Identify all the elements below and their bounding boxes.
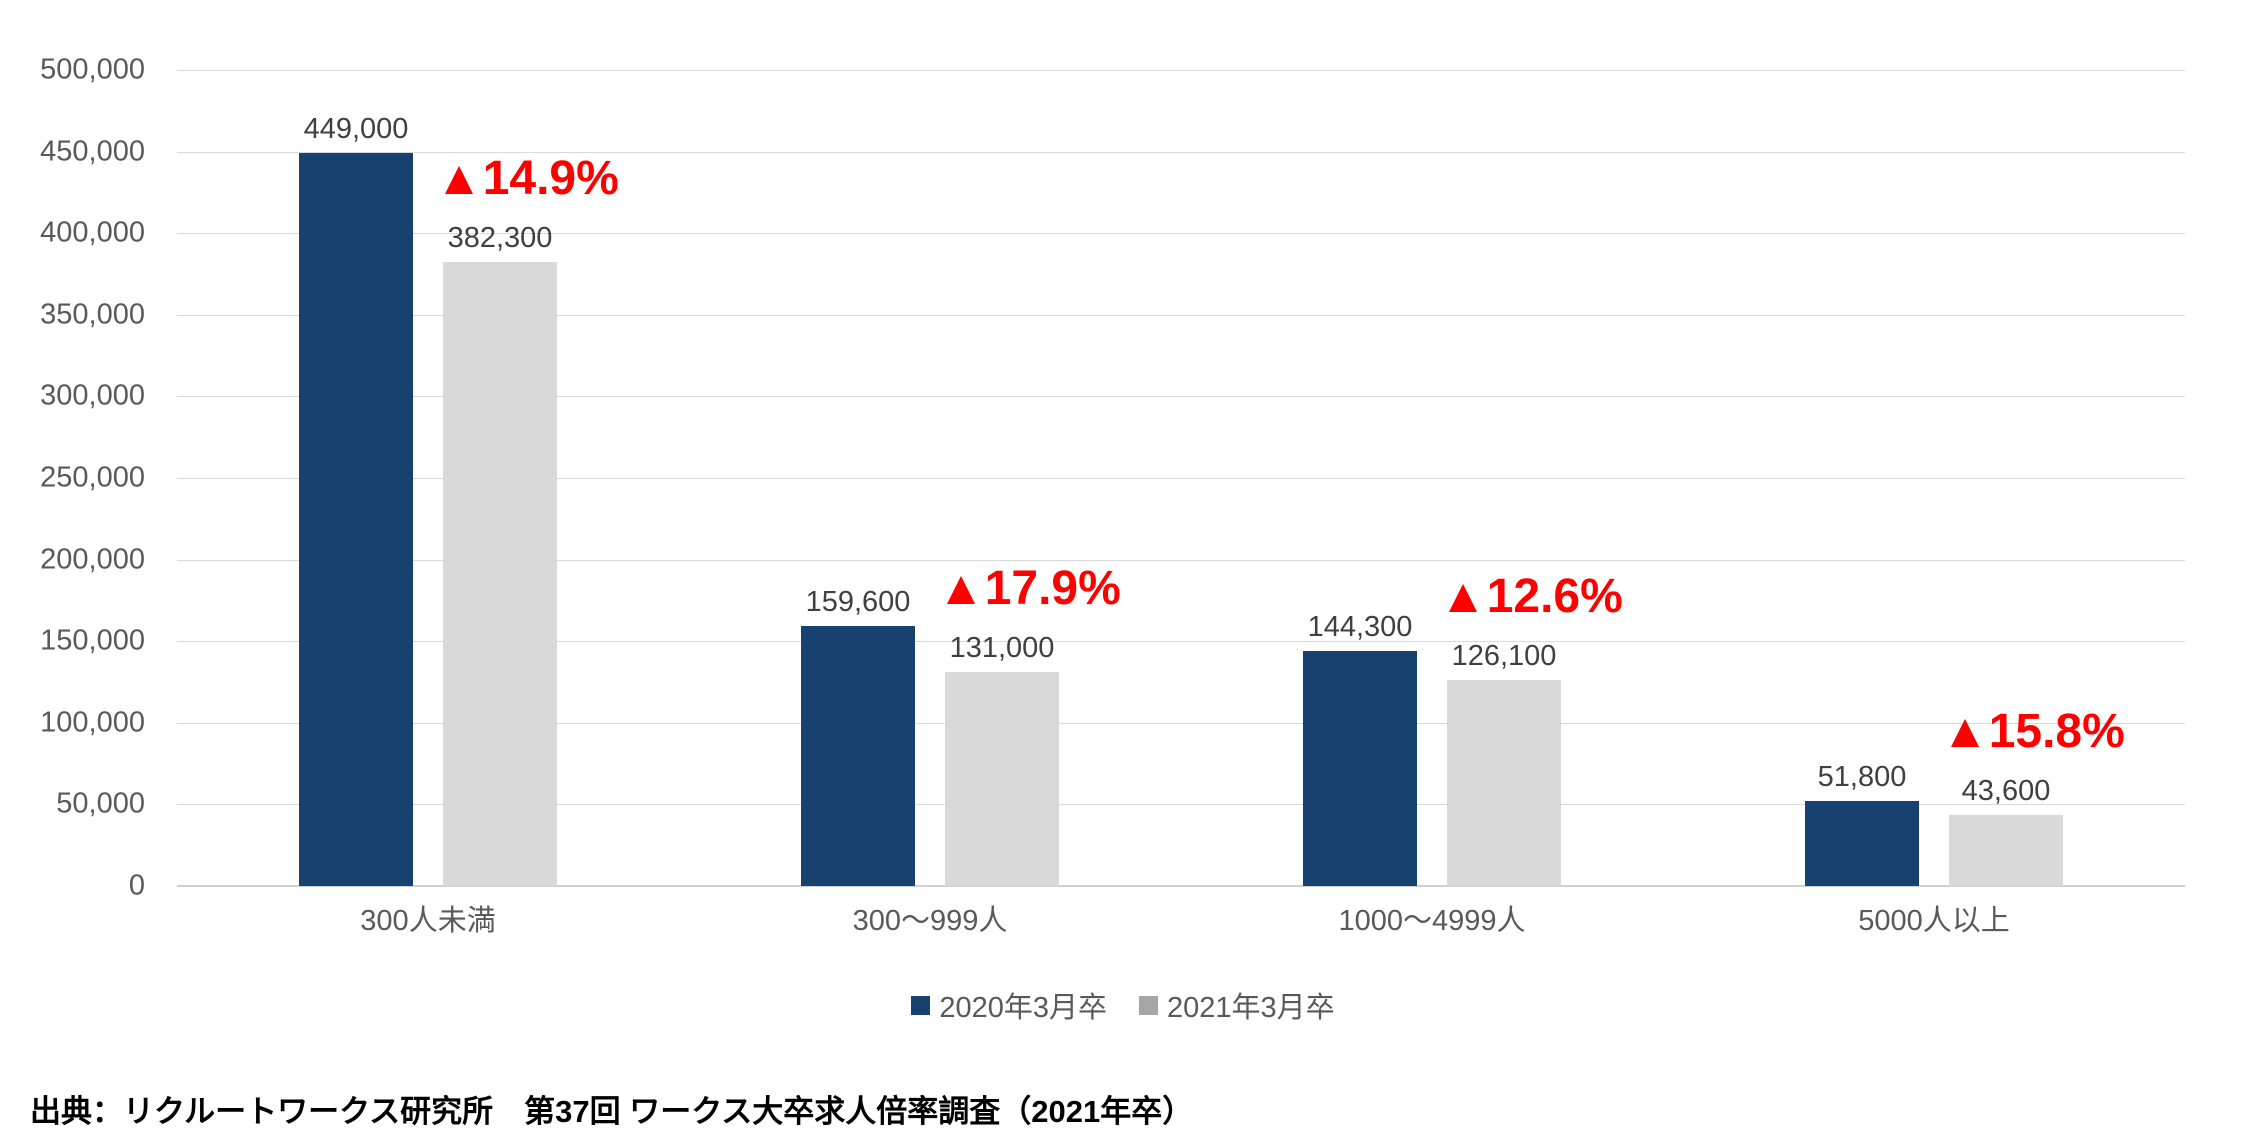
bar-2021年3月卒: [443, 262, 557, 886]
legend-item: 2020年3月卒: [911, 984, 1107, 1026]
y-axis-tick-label: 50,000: [56, 787, 145, 820]
y-axis-tick-label: 300,000: [40, 379, 145, 412]
category-label: 5000人以上: [1858, 905, 2010, 937]
legend-marker: [1139, 995, 1158, 1015]
grid-line: [177, 70, 2185, 71]
bar-value-label: 43,600: [1961, 774, 2051, 807]
y-axis-tick-label: 250,000: [40, 461, 145, 494]
y-axis-tick-label: 200,000: [40, 543, 145, 576]
y-axis-tick-label: 100,000: [40, 706, 145, 739]
category-label: 300人未満: [360, 905, 496, 937]
grid-line: [177, 233, 2185, 235]
legend-item: 2021年3月卒: [1139, 984, 1335, 1026]
legend-label: 2021年3月卒: [1167, 992, 1335, 1024]
source-note: 出典：リクルートワークス研究所 第37回 ワークス大卒求人倍率調査（2021年卒…: [30, 1094, 1194, 1129]
bar-value-label: 382,300: [447, 222, 553, 255]
grid-line: [177, 722, 2185, 724]
bar-value-label: 144,300: [1307, 610, 1413, 643]
grid-line: [177, 641, 2185, 643]
bar-value-label: 131,000: [949, 632, 1055, 665]
bar-2020年3月卒: [1805, 801, 1919, 886]
y-axis-tick-label: 500,000: [40, 53, 145, 86]
grid-line: [177, 396, 2185, 398]
change-rate-label: ▲15.8%: [1941, 704, 2125, 758]
y-axis-tick-label: 350,000: [40, 298, 145, 331]
bar-2020年3月卒: [801, 625, 915, 886]
bar-2021年3月卒: [1949, 814, 2063, 886]
legend: 2020年3月卒 2021年3月卒: [0, 984, 2246, 1026]
y-axis-tick-label: 450,000: [40, 135, 145, 168]
legend-marker: [911, 995, 931, 1015]
change-rate-label: ▲17.9%: [937, 562, 1121, 616]
bar-value-label: 449,000: [303, 113, 409, 146]
bar-2020年3月卒: [1303, 650, 1417, 886]
bar-2021年3月卒: [1447, 680, 1561, 886]
bar-value-label: 159,600: [805, 585, 911, 618]
y-axis-tick-label: 0: [128, 869, 145, 902]
grid-line: [177, 478, 2185, 479]
change-rate-label: ▲12.6%: [1439, 570, 1623, 624]
grid-line: [177, 151, 2185, 153]
x-axis-line: [177, 885, 2185, 887]
grid-line: [177, 804, 2185, 806]
category-label: 300～999人: [852, 905, 1008, 937]
y-axis-tick-label: 400,000: [40, 216, 145, 249]
category-label: 1000～4999人: [1338, 905, 1526, 937]
grid-line: [177, 314, 2185, 316]
bar-value-label: 126,100: [1451, 640, 1557, 673]
grid-line: [177, 559, 2185, 561]
legend-label: 2020年3月卒: [939, 992, 1107, 1024]
bar-2021年3月卒: [945, 672, 1059, 886]
y-axis-tick-label: 150,000: [40, 624, 145, 657]
bar-2020年3月卒: [299, 153, 413, 886]
change-rate-label: ▲14.9%: [435, 152, 619, 206]
bar-value-label: 51,800: [1817, 761, 1907, 794]
